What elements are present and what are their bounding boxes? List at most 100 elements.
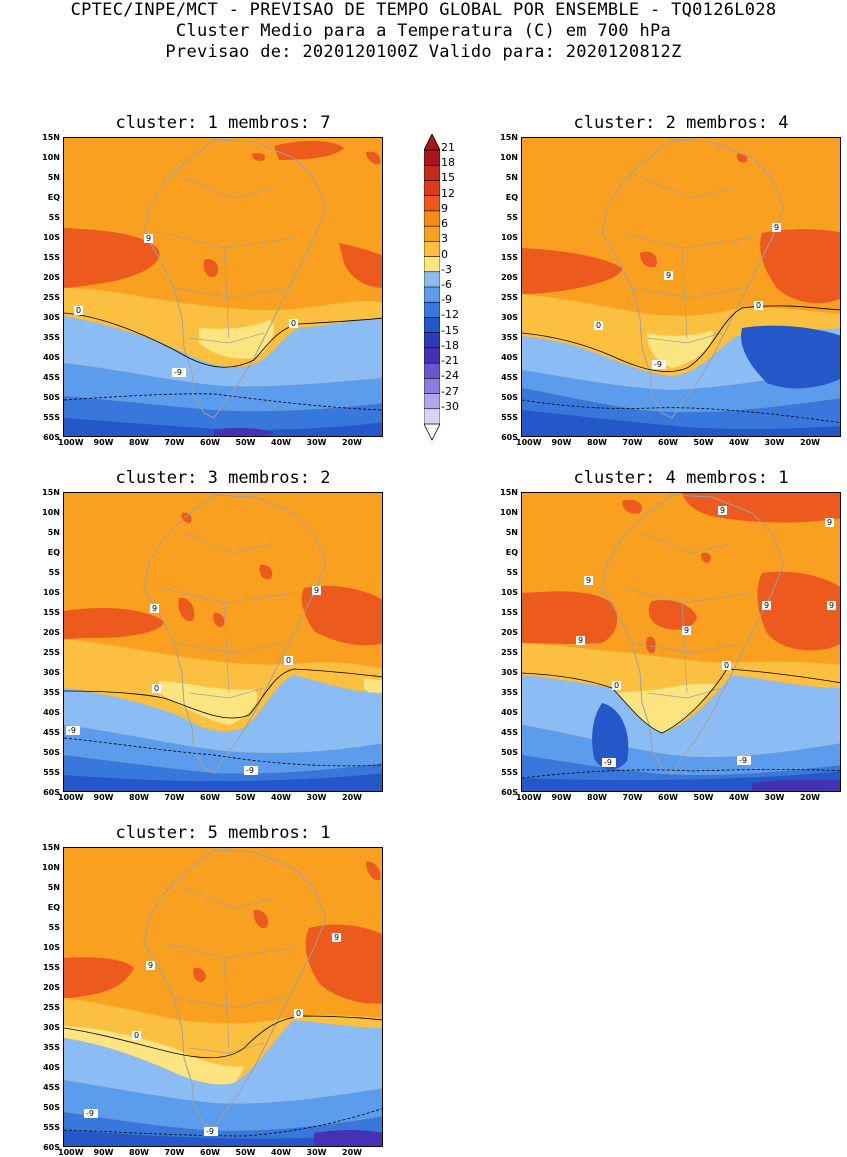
longitude-label: 20W [800,793,820,802]
contour-label: 9 [146,961,155,970]
latitude-label: 15S [501,253,518,262]
latitude-label: 10S [501,588,518,597]
country-border [646,332,723,344]
colorbar-swatch [424,378,440,395]
latitude-label: 10N [42,153,60,162]
latitude-label: 5N [47,528,60,537]
longitude-label: 40W [271,438,291,447]
temperature-band [648,599,697,630]
svg-text:0: 0 [76,306,81,315]
colorbar-label: -12 [441,308,459,322]
latitude-label: 10N [500,508,518,517]
contour-label: 9 [825,518,834,527]
colorbar-swatch [424,149,440,166]
temperature-band [193,967,206,982]
longitude-label: 30W [306,793,327,802]
svg-text:-9: -9 [604,758,612,767]
latitude-label: 30S [501,313,518,322]
minus9-isotherm [522,399,840,424]
svg-text:-9: -9 [206,1127,214,1136]
temperature-band [522,410,840,436]
country-border [173,642,285,654]
svg-text:9: 9 [774,223,779,232]
contour-label: -9 [84,1109,98,1118]
temperature-band [199,320,274,359]
svg-text:0: 0 [296,1009,301,1018]
colorbar-label: -18 [441,338,459,352]
colorbar-swatch [424,180,440,197]
temperature-band [647,330,713,368]
colorbar-swatch [424,362,440,379]
colorbar-swatch [424,195,440,212]
contour-label: 9 [762,601,771,610]
temperature-band [203,259,219,278]
country-border [631,642,743,654]
longitude-label: 80W [129,438,149,447]
temperature-band [736,153,748,163]
temperature-band [64,228,160,288]
zero-isotherm [522,668,840,734]
country-border [631,287,743,299]
country-border [223,957,230,1049]
panel-title: cluster: 2 membros: 4 [573,113,789,133]
longitude-label: 40W [271,793,291,802]
svg-text:9: 9 [666,271,671,280]
country-border [188,687,265,699]
contour-label: 0 [152,684,161,693]
longitude-label: 70W [622,438,643,447]
svg-text:9: 9 [148,961,153,970]
latitude-label: 15N [42,488,60,497]
colorbar-label: -3 [441,262,452,276]
colorbar-swatch [424,241,440,258]
svg-text:9: 9 [146,234,151,243]
temperature-band [645,636,656,654]
longitude-label: 30W [306,1148,327,1157]
temperature-band [305,924,382,1004]
latitude-label: 40S [43,353,60,362]
contour-label: -9 [66,726,80,735]
latitude-label: 40S [43,708,60,717]
longitude-label: 90W [93,1148,114,1157]
latitude-label: 55S [501,768,518,777]
longitude-label: 30W [764,793,785,802]
longitude-label: 70W [622,793,643,802]
latitude-label: 50S [43,748,60,757]
latitude-label: 20S [501,273,518,282]
latitude-label: 15N [500,488,518,497]
colorbar-label: -15 [441,323,459,337]
latitude-label: 50S [501,393,518,402]
colorbar-bottom-arrow [424,423,440,441]
temperature-band [760,229,840,304]
colorbar-label: -30 [441,399,459,413]
temperature-band [252,153,266,161]
colorbar-swatch [424,408,440,425]
svg-text:9: 9 [586,576,591,585]
country-border [183,887,275,909]
latitude-label: 55S [501,413,518,422]
temperature-band [64,1080,382,1131]
longitude-label: 20W [342,1148,362,1157]
longitude-label: 100W [58,793,84,802]
temperature-band [64,418,382,436]
longitude-label: 30W [306,438,327,447]
temperature-band [259,564,273,580]
minus9-isotherm [522,769,840,779]
country-border [223,247,230,339]
svg-text:0: 0 [291,319,296,328]
latitude-label: EQ [505,548,518,557]
coastline [143,494,327,774]
country-border [681,247,688,339]
temperature-band [64,1130,382,1146]
latitude-label: 30S [43,668,60,677]
latitude-label: 5N [47,883,60,892]
panel-title: cluster: 5 membros: 1 [115,823,331,843]
panel-title: cluster: 1 membros: 7 [115,113,331,133]
svg-text:-9: -9 [246,766,254,775]
temperature-band [752,779,840,791]
longitude-label: 20W [342,793,362,802]
temperature-band [64,725,382,774]
latitude-label: 10S [43,943,60,952]
latitude-label: 60S [43,788,60,797]
temperature-band [64,1020,382,1104]
latitude-label: 45S [43,728,60,737]
